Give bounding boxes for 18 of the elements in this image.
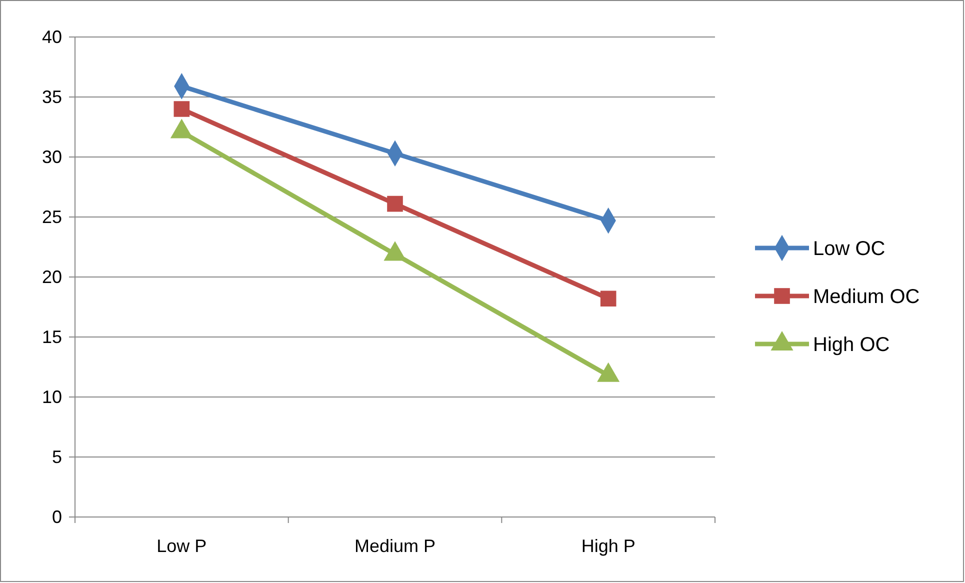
x-tick-label: High P xyxy=(581,536,636,556)
legend-label: High OC xyxy=(813,334,890,356)
y-tick-label: 25 xyxy=(42,206,62,227)
legend-label: Medium OC xyxy=(813,286,920,308)
y-tick-label: 30 xyxy=(42,146,62,167)
y-tick-label: 35 xyxy=(42,86,62,107)
point xyxy=(174,101,190,117)
y-tick-label: 15 xyxy=(42,326,62,347)
y-tick-label: 10 xyxy=(42,386,62,407)
x-tick-label: Medium P xyxy=(354,536,436,556)
point xyxy=(387,196,403,212)
y-tick-label: 20 xyxy=(42,266,62,287)
y-tick-label: 40 xyxy=(42,26,62,47)
point xyxy=(600,290,616,307)
legend-label: Low OC xyxy=(813,238,886,260)
x-tick-label: Low P xyxy=(156,536,207,556)
y-tick-label: 5 xyxy=(52,446,62,467)
y-tick-label: 0 xyxy=(52,506,62,527)
